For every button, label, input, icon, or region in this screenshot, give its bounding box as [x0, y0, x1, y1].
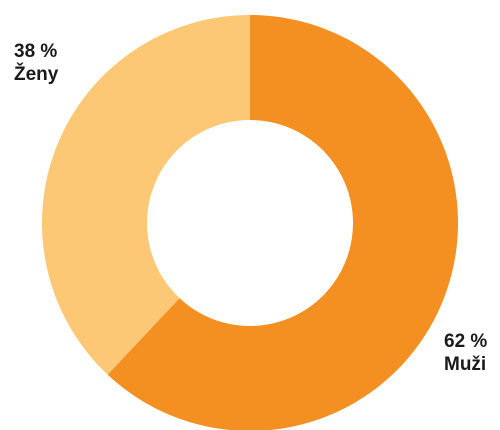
donut-slice-zeny: [41, 15, 250, 375]
slice-label-muzi: 62 % Muži: [444, 330, 487, 376]
donut-slice-muzi: [107, 15, 458, 430]
slice-value-label-muzi: 62 %: [444, 331, 488, 352]
slice-label-zeny: 38 % Ženy: [14, 40, 58, 86]
slice-category-label-zeny: Ženy: [14, 64, 59, 85]
slice-value-label-zeny: 38 %: [14, 41, 58, 62]
slice-category-label-muzi: Muži: [444, 354, 487, 375]
